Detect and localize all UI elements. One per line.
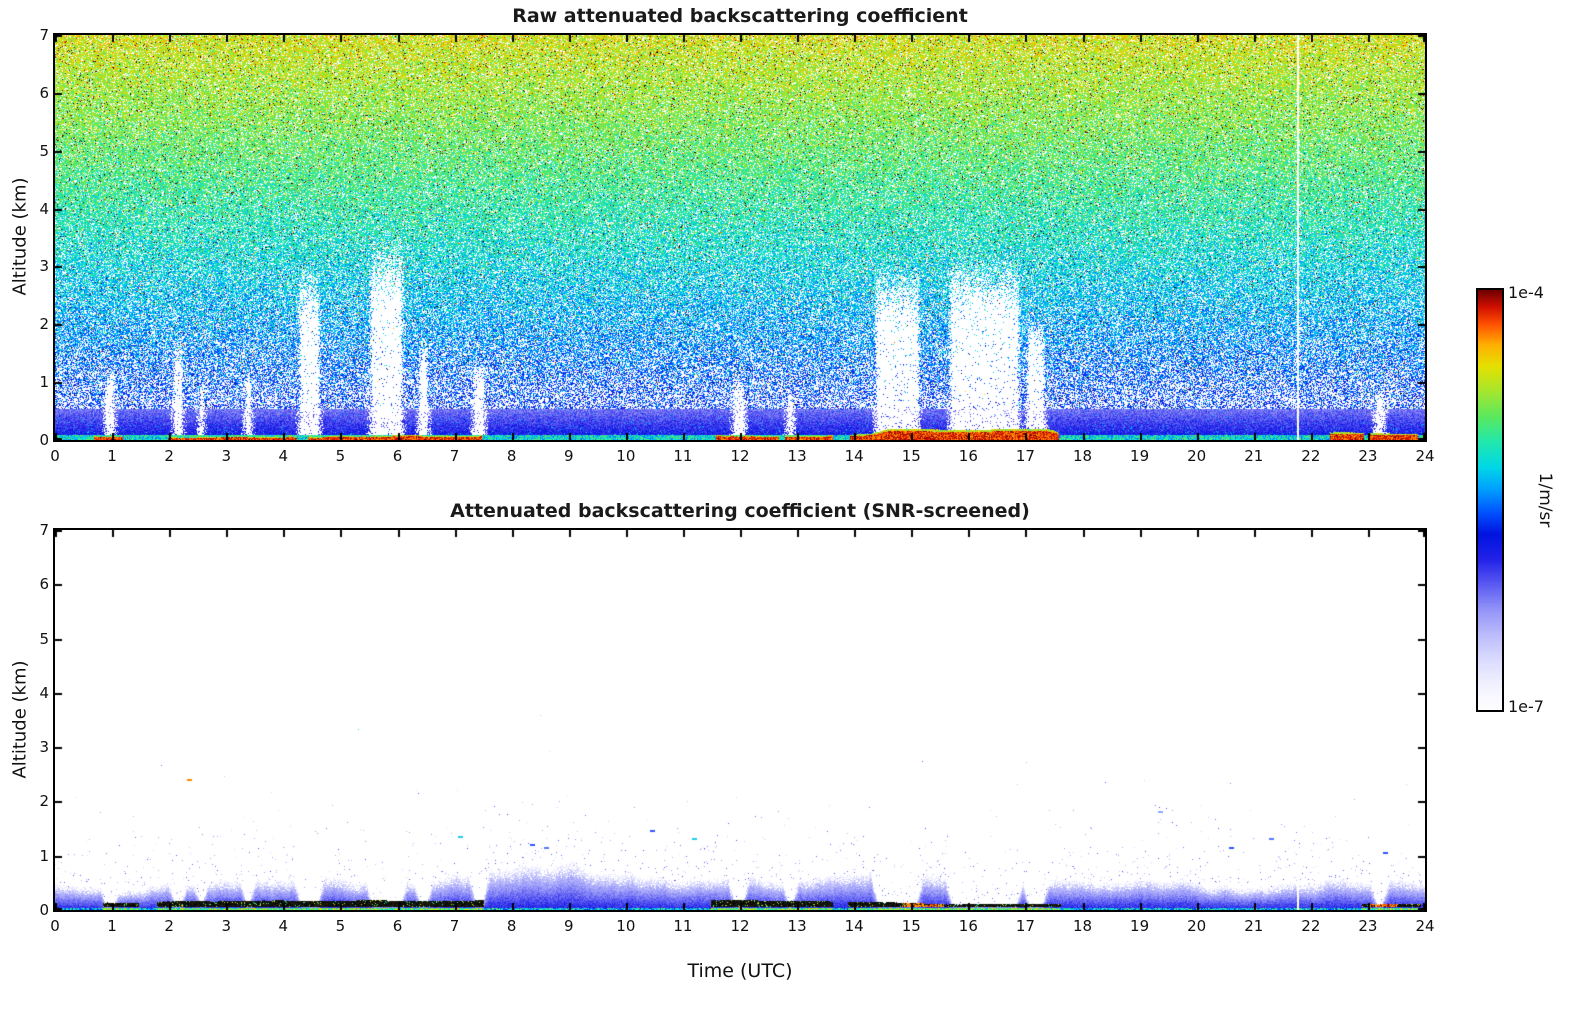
y-tick-label: 0 <box>39 901 49 919</box>
y-tick-label: 0 <box>39 431 49 449</box>
x-tick-label: 24 <box>1415 447 1435 465</box>
y-tick-label: 5 <box>39 629 49 648</box>
x-tick-label: 23 <box>1358 447 1378 465</box>
x-tick-label: 6 <box>392 917 403 935</box>
y-tick-label: 2 <box>39 792 49 811</box>
y-tick-label: 6 <box>39 83 49 102</box>
colorbar-unit-label: 1/m/sr <box>1535 472 1555 528</box>
x-tick-label: 19 <box>1130 447 1150 465</box>
x-tick-label: 15 <box>901 917 921 935</box>
x-tick-label: 5 <box>335 447 346 465</box>
raw-plot-area <box>53 33 1427 442</box>
y-tick-label: 2 <box>39 315 49 334</box>
x-tick-label: 14 <box>844 917 864 935</box>
x-tick-label: 12 <box>730 917 750 935</box>
x-tick-label: 23 <box>1358 917 1378 935</box>
y-tick-label: 4 <box>39 683 49 702</box>
x-tick-label: 12 <box>730 447 750 465</box>
colorbar-min-label: 1e-7 <box>1508 697 1544 716</box>
x-tick-label: 5 <box>335 917 346 935</box>
x-tick-label: 4 <box>278 447 289 465</box>
x-tick-label: 3 <box>221 917 232 935</box>
y-tick-label: 1 <box>39 846 49 865</box>
raw-backscatter-heatmap <box>55 35 1425 440</box>
raw-panel-title: Raw attenuated backscattering coefficien… <box>512 5 968 27</box>
x-tick-label: 22 <box>1301 917 1321 935</box>
x-tick-label: 18 <box>1072 917 1093 935</box>
x-tick-label: 9 <box>563 447 574 465</box>
x-tick-label: 0 <box>50 917 60 935</box>
x-tick-label: 21 <box>1244 917 1264 935</box>
colorbar-gradient <box>1478 290 1502 710</box>
x-tick-label: 17 <box>1015 917 1035 935</box>
x-tick-label: 10 <box>616 917 636 935</box>
x-tick-label: 0 <box>50 447 60 465</box>
x-tick-label: 18 <box>1072 447 1093 465</box>
y-tick-label: 7 <box>39 521 49 539</box>
x-tick-label: 11 <box>673 917 693 935</box>
colorbar-max-label: 1e-4 <box>1508 283 1544 302</box>
x-tick-label: 1 <box>107 917 117 935</box>
x-tick-label: 2 <box>164 447 174 465</box>
y-tick-label: 4 <box>39 199 49 218</box>
x-tick-label: 16 <box>958 447 978 465</box>
x-tick-label: 4 <box>278 917 289 935</box>
x-tick-label: 16 <box>958 917 978 935</box>
x-tick-label: 24 <box>1415 917 1435 935</box>
y-tick-label: 7 <box>39 26 49 44</box>
x-tick-label: 13 <box>787 447 807 465</box>
x-tick-label: 10 <box>616 447 636 465</box>
y-tick-label: 1 <box>39 373 49 392</box>
colorbar <box>1476 288 1504 712</box>
x-tick-label: 8 <box>506 447 517 465</box>
x-tick-label: 3 <box>221 447 232 465</box>
y-tick-label: 6 <box>39 575 49 594</box>
y-tick-label: 5 <box>39 141 49 160</box>
x-tick-label: 1 <box>107 447 117 465</box>
x-tick-label: 2 <box>164 917 174 935</box>
x-tick-label: 9 <box>563 917 574 935</box>
x-tick-label: 20 <box>1187 917 1207 935</box>
x-tick-label: 7 <box>449 917 460 935</box>
y-tick-label: 3 <box>39 257 49 276</box>
x-tick-label: 13 <box>787 917 807 935</box>
screened-backscatter-heatmap <box>55 530 1425 910</box>
x-tick-label: 14 <box>844 447 864 465</box>
x-tick-label: 7 <box>449 447 460 465</box>
x-tick-label: 11 <box>673 447 693 465</box>
x-tick-label: 19 <box>1130 917 1150 935</box>
x-tick-label: 8 <box>506 917 517 935</box>
y-tick-label: 3 <box>39 738 49 757</box>
screened-panel-title: Attenuated backscattering coefficient (S… <box>450 500 1030 522</box>
x-axis-label: Time (UTC) <box>687 960 793 982</box>
x-tick-label: 21 <box>1244 447 1264 465</box>
x-tick-label: 15 <box>901 447 921 465</box>
x-tick-label: 6 <box>392 447 403 465</box>
screened-plot-area <box>53 528 1427 912</box>
x-tick-label: 20 <box>1187 447 1207 465</box>
x-tick-label: 22 <box>1301 447 1321 465</box>
x-tick-label: 17 <box>1015 447 1035 465</box>
